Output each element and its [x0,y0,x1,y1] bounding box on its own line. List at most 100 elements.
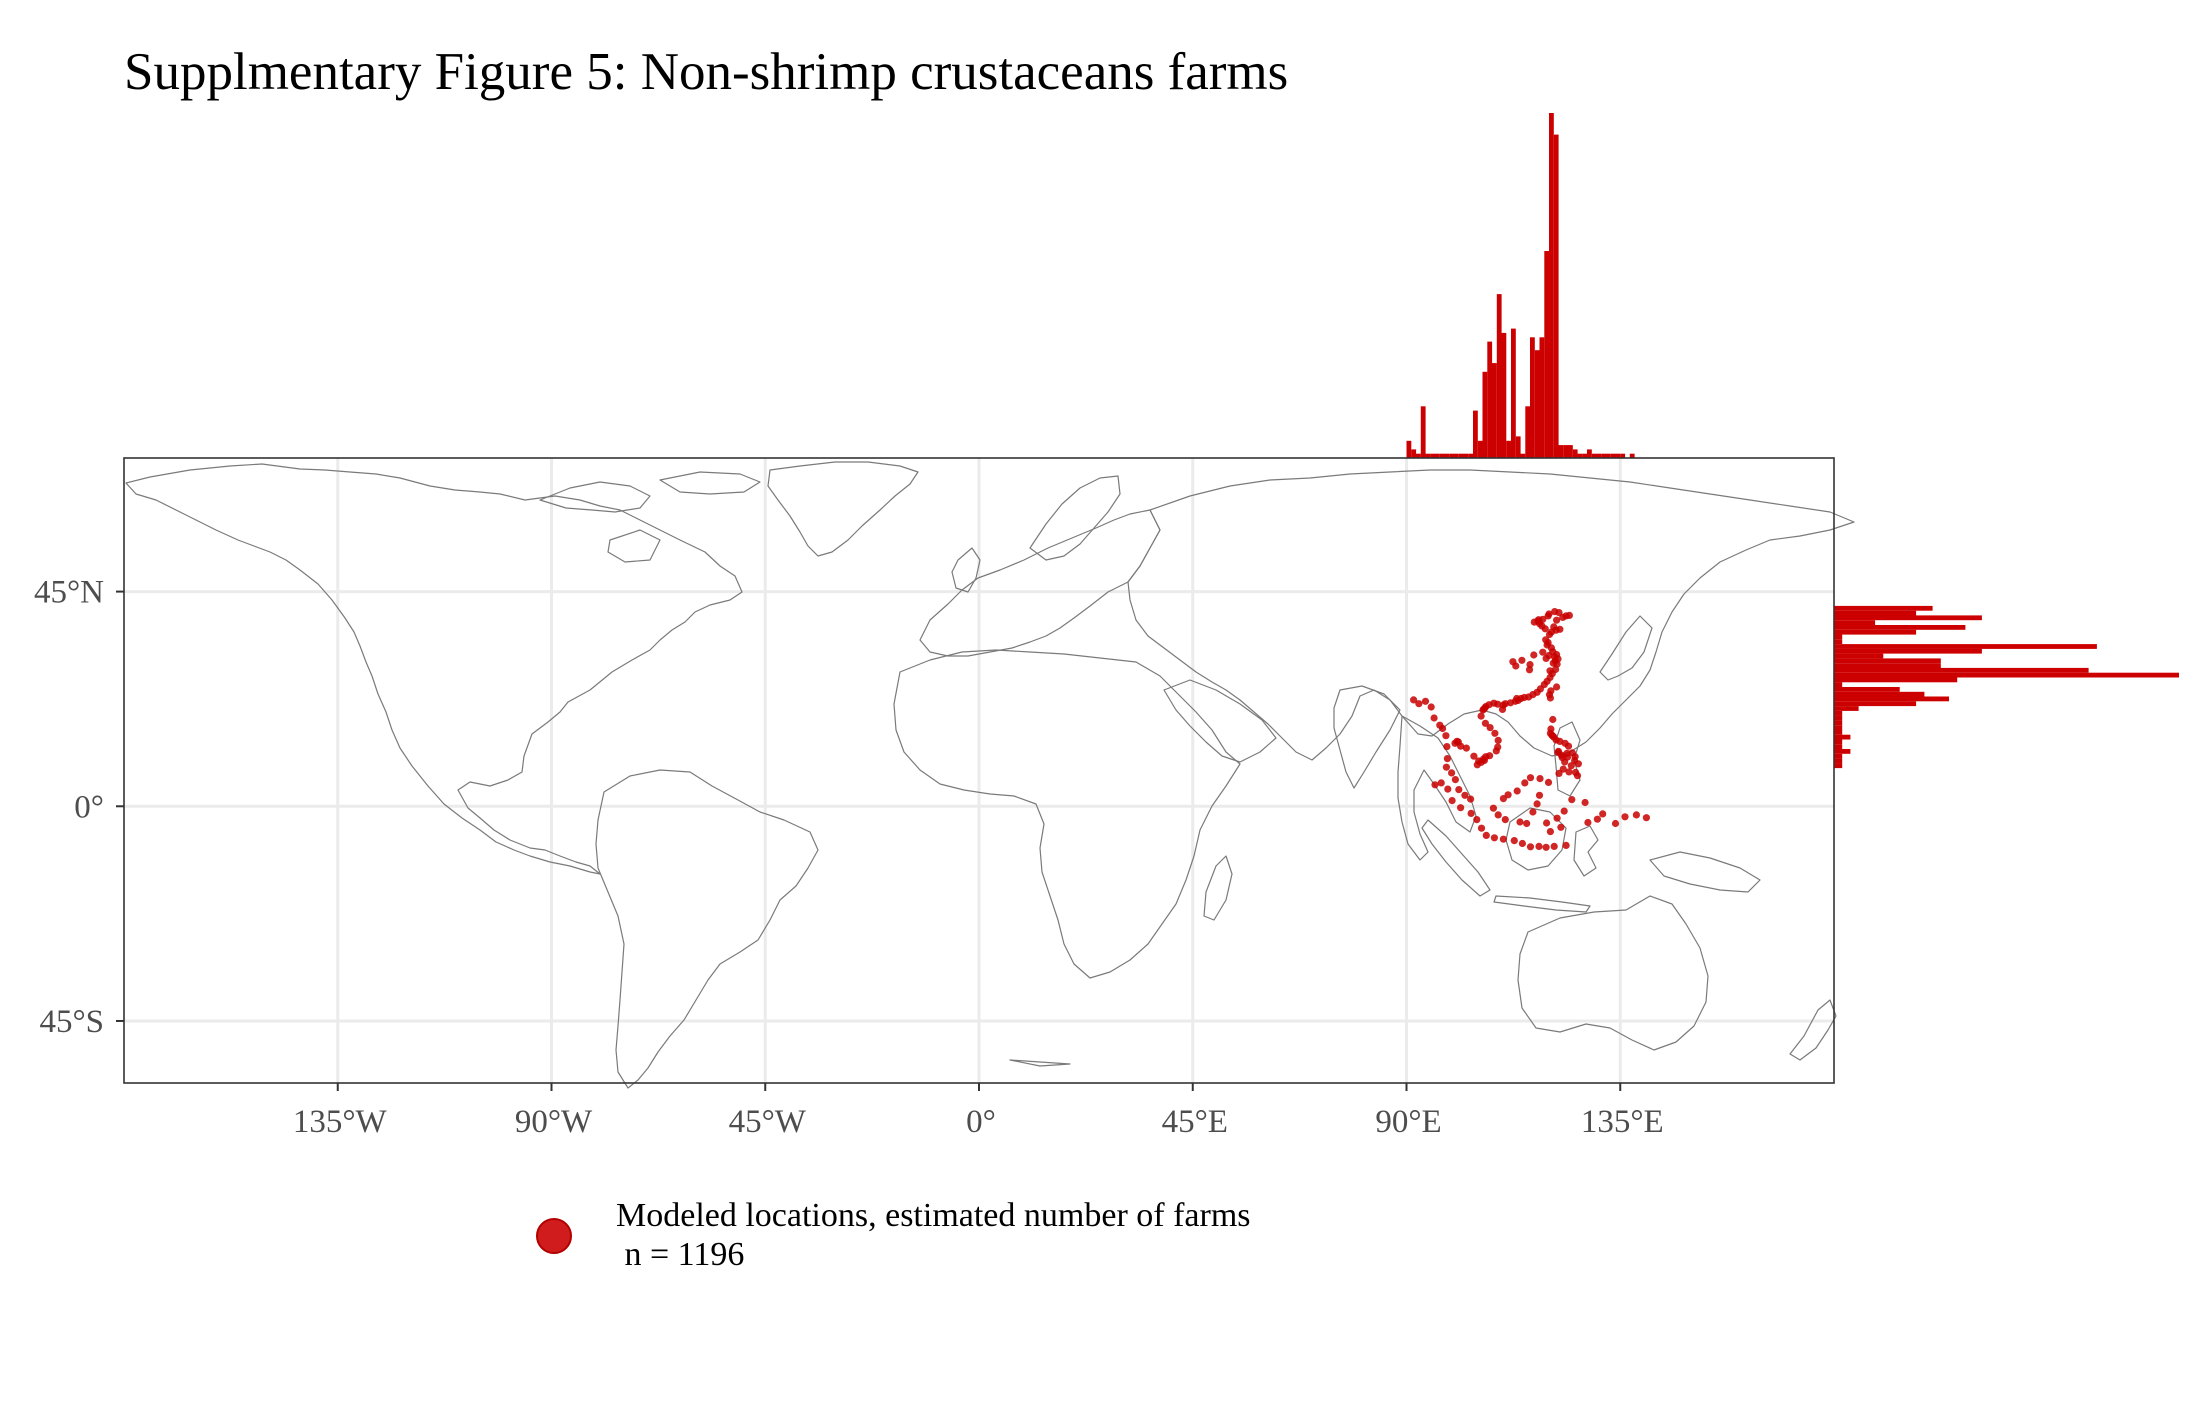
landmass-uk [951,547,981,593]
lon-hist-bar [1615,453,1621,458]
farm-point [1518,839,1526,848]
x-tick-label: 45°W [729,1104,807,1140]
x-tick-label: 90°W [515,1104,593,1140]
farm-point [1482,831,1490,840]
lat-hist-bar [1834,620,1876,625]
farm-point [1544,778,1553,787]
latitude-histogram [1834,605,2179,769]
lat-hist-bar [1834,667,2089,673]
farm-point [1564,742,1573,750]
farm-point [1558,754,1566,762]
farm-point [1525,666,1534,674]
landmass-sulawesi [1573,825,1599,877]
farm-point [1539,648,1547,656]
landmass-borneo [1505,807,1567,871]
lon-hist-bar [1439,453,1445,458]
lon-hist-bar [1520,453,1526,458]
lat-hist-bar [1834,701,1917,707]
lat-hist-bar [1834,644,2097,649]
farm-point [1448,769,1456,777]
lat-hist-bar [1834,648,1982,654]
landmass-north-america [125,463,743,875]
lon-hist-bar [1411,449,1417,458]
landmass-japan [1599,615,1653,681]
lon-hist-bar [1496,294,1502,458]
farm-point [1451,776,1459,784]
farm-point [1536,775,1544,783]
farm-point [1442,732,1450,740]
farm-point [1516,818,1524,826]
lat-hist-bar [1834,687,1900,692]
farm-point [1439,724,1447,733]
lat-hist-bar [1834,634,1843,640]
farm-point [1547,687,1555,695]
lon-hist-bar [1596,453,1602,458]
farm-point [1480,756,1488,765]
lon-hist-bar [1449,453,1455,458]
farm-point [1548,731,1556,739]
farm-point [1494,811,1502,819]
farm-point [1494,700,1502,708]
farm-point [1545,610,1553,618]
lon-hist-bar [1577,453,1583,458]
farm-point [1491,729,1499,737]
landmass-africa [893,649,1241,979]
x-tick-label: 45°E [1162,1104,1228,1140]
landmass-asia [1127,469,1855,761]
farm-point [1565,611,1573,620]
lon-hist-bar [1591,453,1597,458]
farm-point [1444,785,1452,793]
legend: Modeled locations, estimated number of f… [536,1196,1436,1296]
farm-point [1467,795,1475,803]
lat-hist-bar [1834,625,1966,630]
farm-point [1513,787,1521,795]
landmass-south-america [595,769,819,1089]
farm-point [1553,814,1561,822]
farm-point [1534,617,1542,625]
lat-hist-bar [1834,629,1917,635]
lon-hist-bar [1534,350,1540,458]
lat-hist-bar [1834,706,1859,711]
farm-point [1568,796,1576,804]
landmass-new-zealand [1789,999,1837,1061]
lon-hist-bar [1406,440,1412,459]
farm-point [1481,719,1489,727]
farm-point [1573,772,1582,780]
farm-point [1557,823,1565,831]
legend-point-key [536,1218,572,1254]
country-outlines [125,461,1855,1089]
farm-point [1642,814,1650,822]
farm-point [1535,791,1544,799]
farm-point [1486,724,1494,732]
farm-point [1498,705,1507,714]
farm-point [1543,641,1551,649]
lon-hist-bar [1501,332,1507,458]
lon-hist-bar [1487,341,1493,458]
landmass-australia [1517,895,1709,1051]
lon-hist-bar [1477,440,1483,459]
farm-point [1518,656,1526,664]
farm-point [1632,811,1640,819]
landmass-europe [919,509,1161,657]
lon-hist-bar [1568,445,1573,458]
farm-point [1555,769,1563,778]
landmass-greenland [767,461,919,557]
farm-point [1443,755,1451,763]
farm-point [1455,786,1463,794]
farm-point [1443,743,1451,751]
lon-hist-bar [1468,453,1474,458]
farm-point [1499,795,1507,803]
farm-point [1621,813,1629,821]
y-tick-label: 45°S [39,1004,104,1040]
farm-point [1477,712,1485,720]
lat-hist-bar [1834,758,1843,764]
lon-hist-bar [1587,449,1592,458]
lat-hist-bar [1834,677,1958,683]
landmass-canada-islands [539,471,761,563]
lon-hist-bar [1458,453,1464,458]
lat-hist-bar [1834,710,1843,716]
y-tick-label: 0° [74,789,104,825]
farm-point [1489,804,1497,812]
longitude-histogram [1406,113,1635,459]
